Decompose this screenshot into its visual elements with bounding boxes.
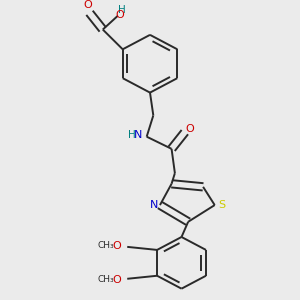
Text: H: H <box>118 5 126 15</box>
Text: O: O <box>115 10 124 20</box>
Text: O: O <box>113 275 122 285</box>
Text: H: H <box>128 130 136 140</box>
Text: O: O <box>185 124 194 134</box>
Text: O: O <box>83 0 92 10</box>
Text: CH₃: CH₃ <box>98 275 114 284</box>
Text: N: N <box>150 200 158 210</box>
Text: S: S <box>218 200 225 210</box>
Text: CH₃: CH₃ <box>98 242 114 250</box>
Text: N: N <box>134 130 142 140</box>
Text: O: O <box>113 241 122 251</box>
